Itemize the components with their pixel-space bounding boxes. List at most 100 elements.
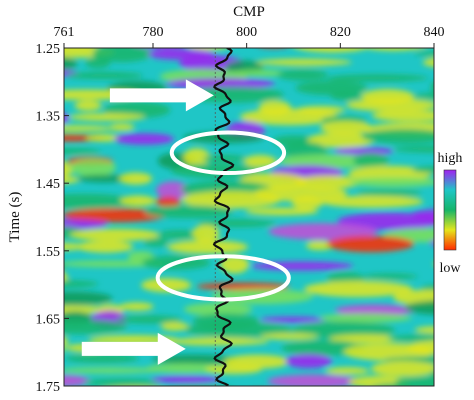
x-axis-title: CMP: [233, 4, 265, 20]
amplitude-lens: [443, 103, 474, 113]
amplitude-lens: [64, 337, 69, 346]
amplitude-lens: [371, 109, 434, 122]
amplitude-lens: [347, 176, 434, 188]
amplitude-lens: [267, 374, 360, 386]
amplitude-lens: [220, 255, 250, 274]
amplitude-lens: [446, 37, 474, 50]
amplitude-lens: [365, 48, 421, 51]
y-axis: 1.25 1.35 1.45 1.55 1.65 1.75: [36, 42, 69, 395]
amplitude-lens: [245, 207, 319, 216]
amplitude-lens: [116, 315, 183, 324]
amplitude-lens: [205, 364, 262, 375]
amplitude-lens: [64, 193, 136, 209]
amplitude-lens: [64, 56, 78, 71]
amplitude-lens: [453, 79, 474, 91]
amplitude-lens: [345, 98, 434, 112]
amplitude-lens: [361, 128, 434, 144]
amplitude-lens: [192, 224, 220, 243]
x-tick-label: 840: [424, 25, 445, 40]
amplitude-lens: [64, 291, 113, 306]
colorbar-low-label: low: [440, 261, 462, 276]
amplitude-lens: [98, 386, 174, 397]
amplitude-lens: [422, 58, 434, 67]
amplitude-lens: [64, 148, 102, 155]
amplitude-lens: [429, 240, 434, 246]
amplitude-lens: [64, 374, 90, 386]
amplitude-lens: [64, 208, 166, 223]
amplitude-lens: [155, 196, 181, 207]
amplitude-lens: [157, 229, 203, 240]
y-tick-label: 1.65: [36, 312, 61, 327]
amplitude-lens: [151, 375, 221, 384]
pointer-arrow: [81, 332, 186, 365]
amplitude-lens: [64, 125, 116, 132]
amplitude-lens: [304, 280, 413, 298]
amplitude-lens: [233, 69, 289, 77]
amplitude-lens: [320, 120, 372, 135]
y-tick-label: 1.35: [36, 110, 61, 125]
amplitude-lens: [202, 154, 247, 163]
amplitude-lens: [69, 158, 116, 177]
amplitude-lens: [141, 278, 192, 293]
amplitude-lens: [156, 181, 190, 200]
amplitude-lens: [307, 132, 375, 148]
amplitude-lens: [64, 353, 140, 364]
well-log-trace: [212, 48, 235, 386]
amplitude-lens: [291, 196, 323, 210]
annotations: [81, 79, 291, 365]
amplitude-lens: [443, 354, 471, 370]
amplitude-lens: [334, 304, 416, 317]
amplitude-lens: [356, 189, 422, 197]
amplitude-lens: [85, 56, 111, 69]
amplitude-lens: [387, 334, 434, 343]
amplitude-lens: [256, 39, 291, 47]
amplitude-lens: [74, 100, 102, 111]
y-axis-title: Time (s): [7, 192, 23, 243]
amplitude-lens: [305, 240, 334, 251]
amplitude-lens: [167, 240, 249, 254]
amplitude-lens: [325, 367, 370, 375]
amplitude-lens: [444, 110, 474, 123]
y-tick-label: 1.55: [36, 245, 61, 260]
amplitude-lens: [404, 300, 434, 315]
pointer-arrow: [109, 79, 214, 112]
amplitude-lens: [430, 81, 434, 93]
amplitude-lens: [295, 80, 368, 96]
amplitude-lens: [295, 48, 368, 53]
amplitude-lens: [352, 152, 389, 169]
x-axis: 761 780 800 820 840: [54, 25, 445, 48]
amplitude-lens: [78, 240, 134, 253]
amplitude-lens: [160, 322, 189, 331]
amplitude-lens: [180, 385, 220, 386]
amplitude-lens: [394, 376, 434, 386]
amplitude-lens: [268, 223, 378, 241]
amplitude-lens: [326, 74, 429, 82]
amplitude-lens: [64, 162, 74, 177]
amplitude-lens: [109, 123, 135, 131]
plot-frame: [63, 47, 435, 387]
amplitude-lens: [120, 195, 156, 207]
amplitude-lens: [183, 302, 253, 316]
amplitude-lens: [83, 378, 161, 386]
amplitude-lens: [361, 273, 418, 280]
amplitude-lens: [243, 154, 277, 168]
amplitude-lens: [372, 383, 411, 386]
amplitude-lens: [114, 133, 175, 145]
amplitude-lens: [245, 389, 280, 400]
amplitude-lens: [183, 148, 210, 167]
amplitude-lens: [184, 322, 294, 338]
amplitude-lens: [64, 263, 66, 270]
amplitude-lens: [259, 316, 326, 323]
amplitude-lens: [370, 360, 434, 377]
x-tick-label: 780: [142, 25, 163, 40]
amplitude-lens: [144, 205, 234, 219]
amplitude-lens: [166, 337, 269, 346]
amplitude-lens: [256, 58, 352, 66]
x-tick-label: 761: [54, 25, 75, 40]
amplitude-lens: [438, 124, 474, 131]
amplitude-lens: [68, 113, 146, 121]
amplitude-lens: [413, 50, 434, 57]
amplitude-lens: [284, 354, 333, 369]
amplitude-lens: [86, 134, 124, 142]
amplitude-lens: [143, 237, 169, 247]
